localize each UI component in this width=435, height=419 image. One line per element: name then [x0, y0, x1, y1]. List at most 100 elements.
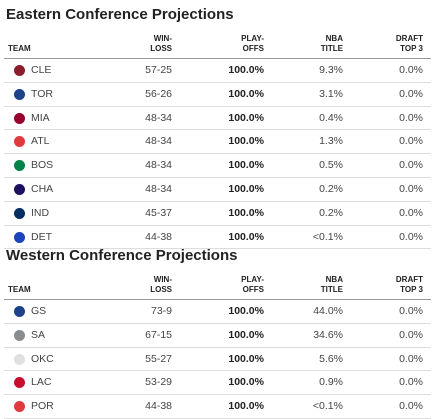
table-cell: <0.1%	[312, 400, 343, 413]
section-title: Eastern Conference Projections	[6, 6, 234, 23]
team-logo	[14, 329, 25, 341]
team-logo	[14, 65, 25, 76]
table-cell: 0.0%	[399, 87, 423, 100]
table-cell: 100.0%	[228, 111, 264, 124]
header-line: TOP 3	[400, 44, 423, 53]
table-cell: 100.0%	[228, 159, 264, 172]
table-cell: 100.0%	[228, 87, 264, 100]
table-cell: 0.0%	[399, 64, 423, 76]
table-section: Eastern Conference Projections TEAM WIN- LO…	[0, 4, 435, 250]
team-logo	[14, 401, 25, 413]
table-cell: 0.0%	[399, 182, 423, 195]
table-cell: 53-29	[145, 376, 172, 389]
header-line: PLAY-	[241, 275, 264, 284]
team-logo	[14, 377, 25, 389]
header-cell: DRAFT TOP 3	[396, 34, 423, 54]
table-cell: 0.0%	[399, 400, 423, 413]
table-cell: 3.1%	[319, 87, 343, 100]
table-cell: 0.5%	[319, 159, 343, 172]
team-logo	[14, 160, 25, 172]
section-title: Western Conference Projections	[6, 247, 238, 264]
table-cell: 48-34	[145, 159, 172, 172]
header-cell: WIN- LOSS	[150, 34, 172, 54]
header-cell: NBA TITLE	[321, 34, 343, 54]
team-name: POR	[31, 400, 54, 413]
table-cell: 44.0%	[313, 305, 343, 317]
table-cell: 0.0%	[399, 159, 423, 172]
table-cell: 0.0%	[399, 376, 423, 389]
team-name: OKC	[31, 352, 54, 365]
table-row: GS 73-9 100.0% 44.0% 0.0%	[4, 300, 431, 324]
table-cell: 5.6%	[319, 352, 343, 365]
table-cell: 44-38	[145, 400, 172, 413]
table-row: OKC 55-27 100.0% 5.6% 0.0%	[4, 348, 431, 372]
table-cell: 100.0%	[228, 206, 264, 219]
table-cell: 0.2%	[319, 182, 343, 195]
header-line: TEAM	[8, 285, 31, 294]
header-line: WIN-	[153, 34, 172, 43]
table-row: TOR 56-26 100.0% 3.1% 0.0%	[4, 83, 431, 107]
header-cell: TEAM	[8, 285, 31, 295]
table-cell: 100.0%	[228, 64, 264, 76]
team-name: ATL	[31, 135, 50, 148]
table-cell: 9.3%	[319, 64, 343, 76]
team-name: CHA	[31, 182, 54, 195]
header-cell: PLAY- OFFS	[241, 275, 264, 295]
header-cell: PLAY- OFFS	[241, 34, 264, 54]
table-cell: 48-34	[145, 135, 172, 148]
team-name: GS	[31, 305, 47, 317]
table-cell: 100.0%	[228, 352, 264, 365]
header-cell: TEAM	[8, 44, 31, 54]
table-cell: 34.6%	[313, 328, 343, 341]
header-line: TEAM	[8, 44, 31, 53]
header-line: DRAFT	[395, 34, 423, 43]
table-row: IND 45-37 100.0% 0.2% 0.0%	[4, 202, 431, 226]
header-line: LOSS	[150, 285, 172, 294]
team-logo	[14, 231, 25, 243]
header-cell: NBA TITLE	[321, 275, 343, 295]
team-logo	[14, 183, 25, 195]
table-cell: <0.1%	[312, 230, 343, 243]
table-cell: 0.0%	[399, 328, 423, 341]
table-cell: 100.0%	[228, 400, 264, 413]
table-cell: 0.0%	[399, 111, 423, 124]
team-name: TOR	[31, 87, 53, 100]
team-logo	[14, 88, 25, 100]
table-row: POR 44-38 100.0% <0.1% 0.0%	[4, 395, 431, 419]
table-cell: 0.0%	[399, 206, 423, 219]
header-line: NBA	[325, 34, 343, 43]
table-cell: 100.0%	[228, 305, 264, 317]
table-cell: 45-37	[145, 206, 172, 219]
table-cell: 0.4%	[319, 111, 343, 124]
header-line: DRAFT	[395, 275, 423, 284]
table-cell: 67-15	[145, 328, 172, 341]
header-line: WIN-	[153, 275, 172, 284]
team-logo	[14, 112, 25, 124]
table-cell: 57-25	[145, 64, 172, 76]
table-row: ATL 48-34 100.0% 1.3% 0.0%	[4, 130, 431, 155]
table-cell: 100.0%	[228, 230, 264, 243]
table-cell: 0.0%	[399, 352, 423, 365]
table-cell: 44-38	[145, 230, 172, 243]
team-logo	[14, 207, 25, 219]
team-logo	[14, 306, 25, 317]
team-name: BOS	[31, 159, 54, 172]
header-line: OFFS	[242, 44, 264, 53]
header-line: LOSS	[150, 44, 172, 53]
table-section: Western Conference Projections TEAM WIN- LO…	[0, 245, 435, 419]
table-cell: 100.0%	[228, 376, 264, 389]
header-line: TITLE	[320, 44, 343, 53]
table-cell: 56-26	[145, 87, 172, 100]
table-cell: 48-34	[145, 111, 172, 124]
table-row: LAC 53-29 100.0% 0.9% 0.0%	[4, 371, 431, 396]
table-row: BOS 48-34 100.0% 0.5% 0.0%	[4, 154, 431, 178]
table-cell: 73-9	[150, 305, 172, 317]
header-line: TITLE	[320, 285, 343, 294]
team-name: MIA	[31, 111, 50, 124]
table-cell: 55-27	[145, 352, 172, 365]
header-line: PLAY-	[241, 34, 264, 43]
table-cell: 100.0%	[228, 135, 264, 148]
header-line: NBA	[325, 275, 343, 284]
team-logo	[14, 136, 25, 148]
team-name: IND	[31, 206, 50, 219]
